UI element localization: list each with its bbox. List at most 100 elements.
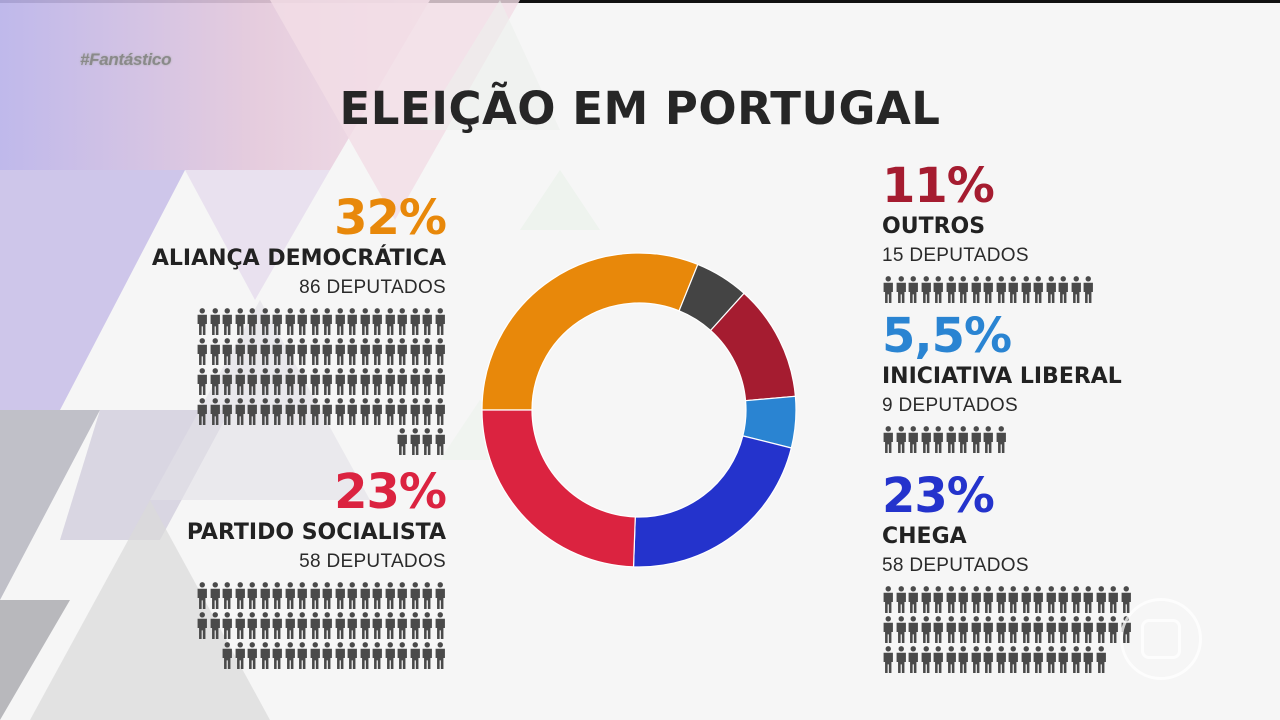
ad-name: ALIANÇA DEMOCRÁTICA: [151, 246, 446, 271]
person-icon: [322, 308, 332, 335]
seat-icon-row: [187, 582, 446, 609]
person-icon: [946, 586, 956, 613]
page-title: ELEIÇÃO EM PORTUGAL: [339, 82, 941, 135]
person-icon: [908, 426, 918, 453]
person-icon: [210, 308, 220, 335]
person-icon: [410, 338, 420, 365]
person-icon: [310, 338, 320, 365]
person-icon: [272, 368, 282, 395]
person-icon: [1083, 276, 1093, 303]
person-icon: [235, 642, 245, 669]
person-icon: [435, 612, 445, 639]
ad-seats: 86 DEPUTADOS: [299, 277, 446, 298]
person-icon: [260, 308, 270, 335]
seat-icon-row: [152, 398, 446, 425]
seat-icon-row: [882, 586, 1132, 613]
person-icon: [260, 642, 270, 669]
person-icon: [422, 308, 432, 335]
person-icon: [983, 616, 993, 643]
outros-seats: 15 DEPUTADOS: [882, 245, 1029, 266]
person-icon: [297, 308, 307, 335]
person-icon: [360, 582, 370, 609]
person-icon: [260, 398, 270, 425]
person-icon: [883, 616, 893, 643]
person-icon: [360, 612, 370, 639]
person-icon: [422, 368, 432, 395]
person-icon: [297, 368, 307, 395]
person-icon: [285, 368, 295, 395]
person-icon: [996, 276, 1006, 303]
person-icon: [422, 582, 432, 609]
person-icon: [410, 428, 420, 455]
person-icon: [210, 398, 220, 425]
person-icon: [335, 368, 345, 395]
person-icon: [1083, 616, 1093, 643]
chega-name: CHEGA: [882, 524, 967, 549]
person-icon: [1033, 276, 1043, 303]
person-icon: [335, 642, 345, 669]
person-icon: [1033, 616, 1043, 643]
person-icon: [921, 586, 931, 613]
person-icon: [422, 612, 432, 639]
person-icon: [310, 582, 320, 609]
outros-seat-icons: [882, 276, 1095, 303]
person-icon: [260, 368, 270, 395]
person-icon: [1058, 276, 1068, 303]
donut-segment: [481, 252, 699, 411]
person-icon: [272, 642, 282, 669]
person-icon: [996, 426, 1006, 453]
person-icon: [197, 338, 207, 365]
person-icon: [1046, 646, 1056, 673]
person-icon: [435, 582, 445, 609]
person-icon: [210, 368, 220, 395]
person-icon: [397, 612, 407, 639]
person-icon: [347, 642, 357, 669]
person-icon: [285, 398, 295, 425]
person-icon: [921, 276, 931, 303]
person-icon: [1108, 616, 1118, 643]
person-icon: [896, 276, 906, 303]
person-icon: [247, 368, 257, 395]
person-icon: [222, 582, 232, 609]
seat-icon-row: [152, 338, 446, 365]
person-icon: [410, 368, 420, 395]
person-icon: [410, 612, 420, 639]
person-icon: [235, 368, 245, 395]
person-icon: [958, 586, 968, 613]
person-icon: [360, 368, 370, 395]
seat-icon-row: [187, 642, 446, 669]
person-icon: [946, 646, 956, 673]
person-icon: [435, 368, 445, 395]
ad-seat-icons: [152, 308, 446, 455]
person-icon: [1096, 616, 1106, 643]
person-icon: [322, 582, 332, 609]
person-icon: [297, 338, 307, 365]
il-name: INICIATIVA LIBERAL: [882, 364, 1122, 389]
person-icon: [971, 276, 981, 303]
person-icon: [335, 398, 345, 425]
person-icon: [197, 308, 207, 335]
person-icon: [883, 646, 893, 673]
person-icon: [210, 338, 220, 365]
person-icon: [297, 398, 307, 425]
person-icon: [385, 368, 395, 395]
person-icon: [971, 426, 981, 453]
person-icon: [1046, 276, 1056, 303]
person-icon: [222, 308, 232, 335]
person-icon: [1021, 586, 1031, 613]
person-icon: [235, 612, 245, 639]
person-icon: [210, 612, 220, 639]
person-icon: [285, 642, 295, 669]
person-icon: [896, 426, 906, 453]
person-icon: [921, 426, 931, 453]
person-icon: [310, 308, 320, 335]
person-icon: [310, 398, 320, 425]
seat-icon-row: [152, 308, 446, 335]
person-icon: [397, 428, 407, 455]
seat-icon-row: [882, 426, 1122, 453]
person-icon: [435, 398, 445, 425]
person-icon: [996, 646, 1006, 673]
person-icon: [1008, 646, 1018, 673]
person-icon: [310, 612, 320, 639]
